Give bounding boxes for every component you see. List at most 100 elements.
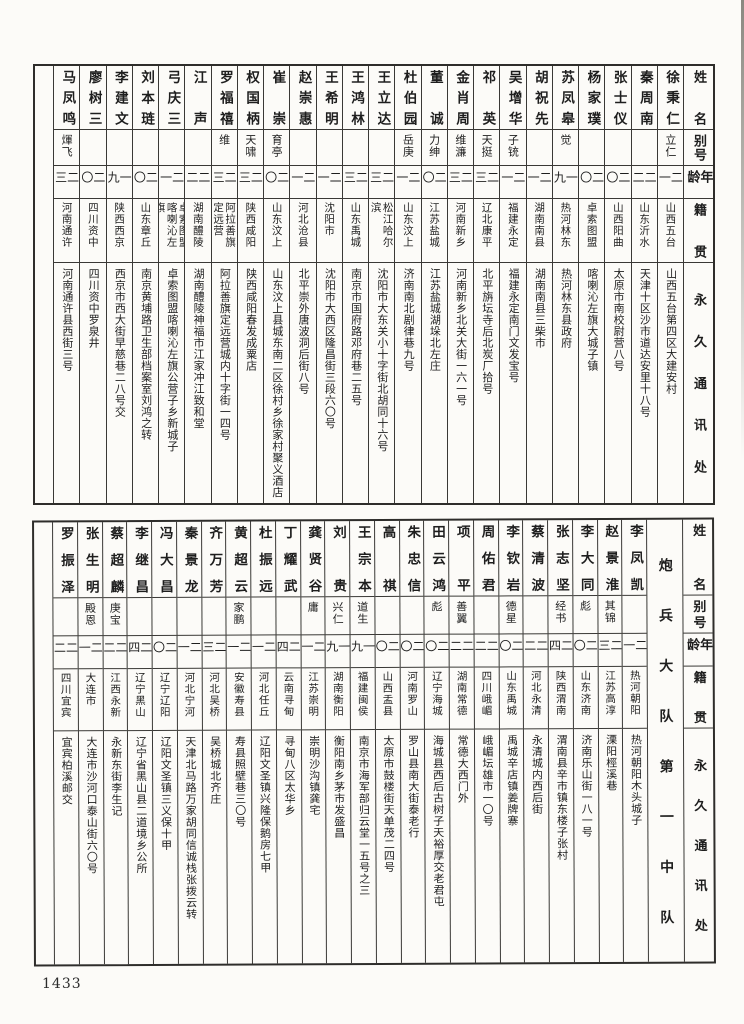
person-name-text: 李大同 xyxy=(577,524,594,592)
age-cell: 二〇 xyxy=(573,634,598,668)
person-age-text: 二三 xyxy=(369,171,395,183)
person-alias-text: 兴仁 xyxy=(331,601,345,626)
origin-cell: 山东汶上 xyxy=(395,199,421,263)
origin-cell: 河南罗山 xyxy=(400,667,425,730)
row-header-address-cell: 永久通讯处 xyxy=(684,729,714,962)
person-address-text: 西京市西大街早慈巷二八号交 xyxy=(113,268,127,418)
age-cell: 二四 xyxy=(127,635,152,670)
person-age-text: 二〇 xyxy=(152,640,177,653)
person-column: 祁英 天挺 二三 辽北康平 北平旃坛寺后北炭厂拾号 xyxy=(473,66,500,503)
alias-cell: 彪 xyxy=(424,596,449,635)
person-name-text: 田云鸿 xyxy=(428,524,446,592)
person-origin-text: 江苏高淳 xyxy=(604,669,617,716)
person-origin-text: 陕西渭南 xyxy=(554,670,567,717)
age-cell: 二一 xyxy=(316,166,342,199)
person-column: 马凤鸣 煇飞 二三 河南通许 河南通许县西街三号 xyxy=(53,66,80,503)
address-cell: 南京市海军部归云堂一五号之三 xyxy=(351,730,376,963)
origin-cell: 山西五台 xyxy=(657,199,683,263)
alias-cell: 天挺 xyxy=(474,130,500,166)
person-name-text: 罗福禧 xyxy=(216,70,233,125)
age-cell: 二〇 xyxy=(605,166,631,199)
person-alias-text: 经书 xyxy=(553,600,567,625)
person-name-text: 胡祝先 xyxy=(531,70,548,125)
person-column: 张士仪 二〇 山西阳曲 太原市南校尉营八号 xyxy=(604,66,631,503)
person-age-text: 二〇 xyxy=(264,171,290,183)
person-address-text: 辽宁省黑山县二道境乡公所 xyxy=(134,735,148,875)
name-cell: 丁耀武 xyxy=(275,521,300,598)
alias-cell xyxy=(132,130,158,166)
person-address-text: 福建永定南门文发宝号 xyxy=(507,268,521,383)
person-name-text: 赵景淮 xyxy=(602,523,619,592)
row-header-label: 别号 xyxy=(691,134,706,161)
person-origin-text: 辽宁辽阳 xyxy=(158,671,171,718)
person-alias-text: 庚宝 xyxy=(108,602,122,627)
person-alias-text: 家鹏 xyxy=(232,601,246,626)
person-column: 蔡清波二二河北永清永清城内西后街 xyxy=(522,520,549,963)
age-cell: 二三 xyxy=(369,166,395,199)
age-cell: 二〇 xyxy=(579,166,605,199)
person-name-text: 崔崇 xyxy=(269,70,286,125)
origin-cell: 江西永新 xyxy=(103,669,128,732)
person-address-text: 大连市沙河口泰山街六〇号 xyxy=(84,736,99,875)
person-name-text: 蔡清波 xyxy=(527,524,545,592)
alias-cell xyxy=(523,596,548,635)
name-cell: 廖树三 xyxy=(80,66,106,130)
person-name-text: 齐万芳 xyxy=(206,525,223,593)
origin-cell: 河南新乡 xyxy=(447,199,473,263)
alias-cell xyxy=(106,130,132,166)
origin-cell: 四川峨嵋 xyxy=(474,667,499,730)
person-address-text: 永清城内西后街 xyxy=(530,734,544,815)
page-number: 1433 xyxy=(42,976,82,992)
person-address-text: 湖南醴陵神福市江家冲江致和堂 xyxy=(192,268,206,429)
person-origin-text: 福建永定 xyxy=(506,202,519,248)
address-cell: 永清城内西后街 xyxy=(524,729,549,962)
address-cell: 罗山县南大街泰老行 xyxy=(400,730,425,963)
alias-cell: 维 xyxy=(211,130,237,166)
person-address-text: 沈阳市大东关小十字街北胡同十六号 xyxy=(375,268,389,452)
name-cell: 董诚 xyxy=(421,66,447,130)
person-address-text: 北平崇外唐波洞后街八号 xyxy=(297,268,311,395)
person-column: 张生明 殿恩 二一 大连市 大连市沙河口泰山街六〇号 xyxy=(76,522,104,965)
person-column: 弓庆三 二一 卓索图盟喀喇沁左旗 卓索图盟喀喇沁左旗公营子乡新城子 xyxy=(158,66,185,503)
person-age-text: 二二 xyxy=(449,639,474,652)
person-origin-text: 辽宁海城 xyxy=(430,670,444,717)
origin-cell: 河南通许 xyxy=(54,199,80,263)
person-address-text: 南京黄埔路卫生部档案室刘鸿之转 xyxy=(139,268,153,441)
unit-label: 炮兵大队第一中队 xyxy=(656,557,675,924)
age-cell: 二一 xyxy=(622,633,647,667)
person-age-text: 二一 xyxy=(290,171,316,183)
person-name-text: 杜伯园 xyxy=(400,70,417,125)
address-cell: 禹城辛店镇姜牌寨 xyxy=(499,729,524,962)
age-cell: 二二 xyxy=(449,634,474,668)
person-name-text: 李建文 xyxy=(111,70,128,125)
person-address-text: 湖南南县三柴市 xyxy=(533,268,547,349)
name-cell: 王立达 xyxy=(369,66,395,130)
person-name-text: 苏凤皋 xyxy=(558,70,575,125)
spacer-column xyxy=(35,66,53,503)
name-cell: 祁英 xyxy=(474,66,500,130)
address-cell: 济南乐山街一八一号 xyxy=(574,729,599,962)
row-header-label: 别号 xyxy=(690,599,706,629)
origin-cell: 辽宁海城 xyxy=(424,667,449,730)
name-cell: 李凤凯 xyxy=(622,519,647,596)
origin-cell: 陕西渭南 xyxy=(548,667,573,730)
person-name-text: 权国柄 xyxy=(243,70,260,125)
person-name-text: 冯大昌 xyxy=(156,525,173,593)
person-alias-text: 觉 xyxy=(558,134,572,146)
person-alias-text: 善翼 xyxy=(454,600,468,625)
alias-cell: 庸 xyxy=(300,597,325,636)
person-age-text: 二二 xyxy=(523,639,548,652)
person-column: 朱忠信 二〇 河南罗山 罗山县南大街泰老行 xyxy=(398,520,426,963)
name-cell: 李钦岩 xyxy=(498,520,523,597)
name-cell: 张士仪 xyxy=(605,66,631,130)
age-cell: 二一 xyxy=(226,635,251,669)
age-cell: 二一 xyxy=(395,166,421,199)
person-name-text: 王立达 xyxy=(374,70,391,125)
person-age-text: 二三 xyxy=(202,640,226,653)
person-alias-text: 子铳 xyxy=(506,134,520,158)
age-cell: 二四 xyxy=(276,635,301,669)
age-cell: 二〇 xyxy=(80,166,106,199)
person-name-text: 王鸿林 xyxy=(348,70,365,125)
person-origin-text: 河北永清 xyxy=(529,670,543,717)
origin-cell: 湖南常德 xyxy=(449,667,474,730)
